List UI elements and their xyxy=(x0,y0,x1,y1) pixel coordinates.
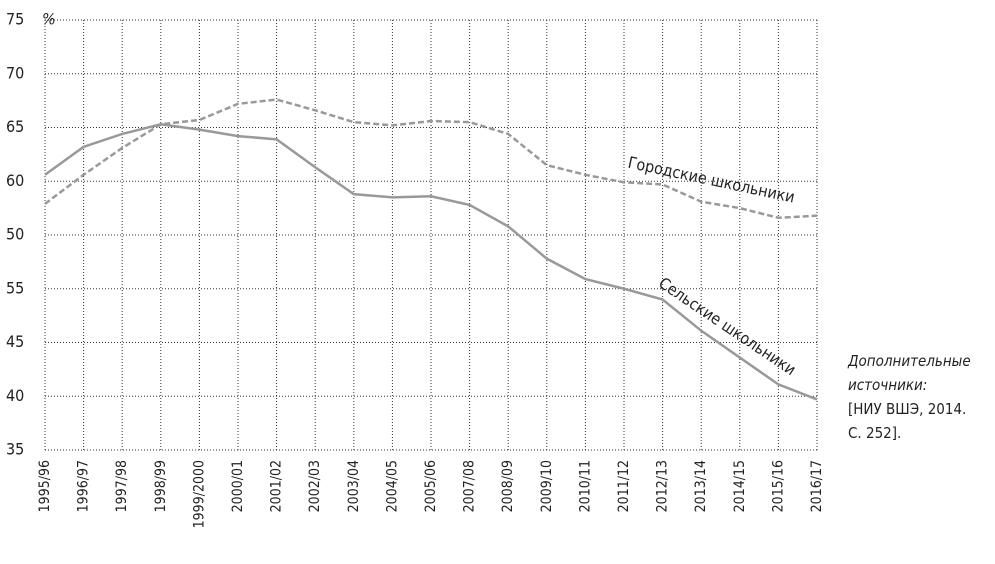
y-tick-label: 35 xyxy=(6,440,24,459)
x-tick-label: 2002/03 xyxy=(307,460,323,512)
x-tick-label: 2010/11 xyxy=(577,460,593,512)
x-tick-label: 2011/12 xyxy=(616,460,632,512)
series-line xyxy=(44,123,818,401)
x-tick-label: 1997/98 xyxy=(114,460,130,512)
source-note: [НИУ ВШЭ, 2014. xyxy=(848,400,966,418)
y-tick-label: 50 xyxy=(6,225,24,244)
x-tick-label: 2005/06 xyxy=(423,460,439,512)
x-tick-label: 2015/16 xyxy=(770,460,786,512)
x-tick-label: 1995/96 xyxy=(37,460,53,512)
source-note: С. 252]. xyxy=(848,424,901,442)
y-tick-label: 70 xyxy=(6,63,24,82)
y-tick-label: 40 xyxy=(6,386,24,405)
x-tick-label: 2013/14 xyxy=(693,460,709,512)
unit-label: % xyxy=(42,10,56,29)
series-line xyxy=(44,98,818,220)
y-tick-label: 60 xyxy=(6,171,24,190)
series-label: Городские школьники xyxy=(626,153,796,207)
source-note: источники: xyxy=(848,376,927,394)
x-tick-label: 2014/15 xyxy=(732,460,748,512)
y-tick-label: 65 xyxy=(6,117,24,136)
x-tick-label: 2016/17 xyxy=(809,460,825,512)
x-tick-label: 2009/10 xyxy=(539,460,555,512)
x-tick-label: 2003/04 xyxy=(346,460,362,512)
x-tick-label: 1999/2000 xyxy=(191,460,207,528)
x-tick-label: 2004/05 xyxy=(384,460,400,512)
x-tick-label: 2007/08 xyxy=(462,460,478,512)
x-tick-label: 2008/09 xyxy=(500,460,516,512)
y-tick-label: 45 xyxy=(6,332,24,351)
y-tick-label: 55 xyxy=(6,278,24,297)
x-tick-label: 1996/97 xyxy=(76,460,92,512)
source-note: Дополнительные xyxy=(847,352,971,370)
x-tick-label: 2012/13 xyxy=(655,460,671,512)
x-tick-label: 2001/02 xyxy=(269,460,285,512)
x-tick-label: 2000/01 xyxy=(230,460,246,512)
x-tick-label: 1998/99 xyxy=(153,460,169,512)
y-tick-label: 75 xyxy=(6,10,24,29)
